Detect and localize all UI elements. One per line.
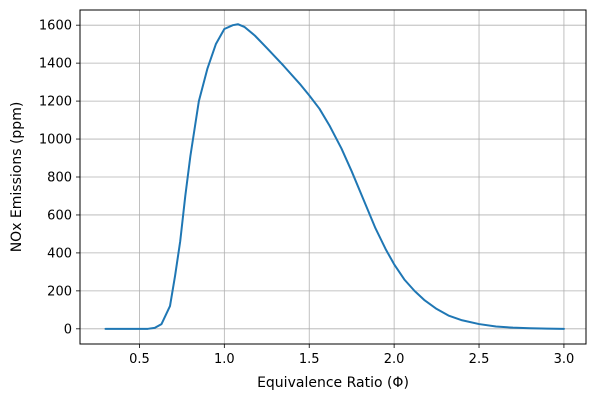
y-tick-label: 400 bbox=[47, 246, 72, 261]
x-tick-label: 2.5 bbox=[469, 352, 490, 367]
y-tick-label: 800 bbox=[47, 171, 72, 186]
series bbox=[104, 23, 565, 330]
y-tick-label: 1200 bbox=[39, 95, 72, 110]
y-tick-label: 200 bbox=[47, 284, 72, 299]
y-tick-label: 0 bbox=[64, 322, 72, 337]
y-ticks: 0 200 400 600 800 1000 1200 1400 1600 bbox=[39, 19, 80, 337]
grid bbox=[80, 10, 586, 344]
y-axis-label: NOx Emissions (ppm) bbox=[9, 102, 25, 253]
y-tick-label: 1000 bbox=[39, 133, 72, 148]
x-tick-label: 2.0 bbox=[384, 352, 405, 367]
x-axis-label: Equivalence Ratio (Φ) bbox=[257, 375, 409, 391]
y-tick-label: 1600 bbox=[39, 19, 72, 34]
x-tick-label: 0.5 bbox=[129, 352, 150, 367]
series-line bbox=[104, 23, 565, 330]
y-tick-label: 1400 bbox=[39, 57, 72, 72]
x-ticks: 0.5 1.0 1.5 2.0 2.5 3.0 bbox=[129, 344, 574, 367]
x-tick-label: 3.0 bbox=[554, 352, 575, 367]
x-tick-label: 1.0 bbox=[214, 352, 235, 367]
x-tick-label: 1.5 bbox=[299, 352, 320, 367]
y-tick-label: 600 bbox=[47, 208, 72, 223]
